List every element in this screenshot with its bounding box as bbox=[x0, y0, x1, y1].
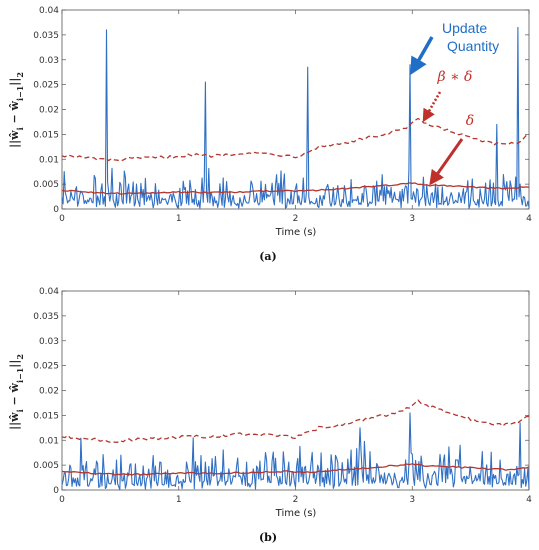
y-axis-ticks-a: 0 0.005 0.01 0.015 0.02 0.025 0.03 0.035 0.04 bbox=[33, 6, 529, 215]
series-delta bbox=[61, 182, 530, 195]
y-tick-label: 0.025 bbox=[33, 81, 59, 91]
y-axis-label-part: 2 bbox=[15, 354, 25, 360]
y-axis-label-part: ŵ bbox=[8, 382, 21, 393]
y-axis-label-part: || bbox=[8, 78, 21, 86]
y-tick-label: 0.01 bbox=[39, 436, 59, 446]
series-update-quantity bbox=[61, 26, 530, 210]
x-axis-ticks-b: 0 1 2 3 4 bbox=[59, 291, 532, 505]
y-axis-label-b: ||ŵi − ŵi−1||2 bbox=[8, 354, 25, 430]
series-beta-delta bbox=[61, 117, 530, 162]
annotation-update-arrow bbox=[410, 36, 434, 76]
series-delta bbox=[61, 463, 530, 476]
y-tick-label: 0.035 bbox=[33, 31, 59, 41]
y-tick-label: 0.035 bbox=[33, 312, 59, 322]
x-tick-label: 0 bbox=[59, 214, 65, 224]
y-axis-label-part: i−1 bbox=[15, 86, 25, 101]
annotation-update-line1: Update bbox=[442, 20, 487, 36]
x-axis-label-b: Time (s) bbox=[275, 508, 317, 519]
y-axis-label-part: ŵ bbox=[8, 130, 21, 141]
y-tick-label: 0 bbox=[53, 486, 59, 496]
y-axis-label-part: || bbox=[8, 422, 21, 430]
series-beta-delta bbox=[61, 399, 530, 443]
y-tick-label: 0.04 bbox=[39, 6, 59, 16]
y-axis-label-part: i bbox=[15, 409, 25, 412]
y-tick-label: 0.03 bbox=[39, 56, 59, 66]
annotation-beta-delta: β ∗ δ bbox=[437, 69, 473, 85]
y-axis-label-part: − bbox=[8, 110, 21, 127]
y-axis-label-part: i bbox=[15, 127, 25, 130]
y-axis-ticks-b: 0 0.005 0.01 0.015 0.02 0.025 0.03 0.035 0.04 bbox=[33, 287, 529, 496]
x-tick-label: 3 bbox=[409, 495, 415, 505]
y-axis-label-part: ŵ bbox=[8, 100, 21, 111]
chart-panel-b: 0 0.005 0.01 0.015 0.02 0.025 0.03 0.035 0.04 0 1… bbox=[8, 287, 532, 544]
y-axis-label-part: − bbox=[8, 392, 21, 409]
y-axis-label-part: i−1 bbox=[15, 368, 25, 383]
data-marks-a bbox=[61, 26, 530, 210]
annotation-update-line2: Quantity bbox=[447, 38, 499, 54]
y-axis-label-part: 2 bbox=[15, 72, 25, 78]
y-tick-label: 0.025 bbox=[33, 362, 59, 372]
panel-label-a: (a) bbox=[259, 250, 277, 263]
annotation-delta: δ bbox=[466, 113, 474, 129]
y-tick-label: 0.005 bbox=[33, 180, 59, 190]
panel-label-b: (b) bbox=[259, 531, 277, 544]
annotation-beta-delta-arrow bbox=[422, 91, 442, 123]
x-tick-label: 4 bbox=[526, 495, 532, 505]
x-tick-label: 2 bbox=[293, 495, 299, 505]
x-tick-label: 3 bbox=[409, 214, 415, 224]
y-tick-label: 0.005 bbox=[33, 461, 59, 471]
y-axis-label-part: ŵ bbox=[8, 412, 21, 423]
chart-panel-a: 0 0.005 0.01 0.015 0.02 0.025 0.03 0.035 0.04 0 1… bbox=[8, 6, 532, 263]
x-tick-label: 1 bbox=[176, 214, 182, 224]
y-axis-label-part: || bbox=[8, 140, 21, 148]
annotation-delta-arrow bbox=[429, 138, 464, 186]
y-tick-label: 0.03 bbox=[39, 337, 59, 347]
x-tick-label: 4 bbox=[526, 214, 532, 224]
x-tick-label: 2 bbox=[293, 214, 299, 224]
y-tick-label: 0 bbox=[53, 205, 59, 215]
y-tick-label: 0.02 bbox=[39, 387, 59, 397]
x-tick-label: 1 bbox=[176, 495, 182, 505]
y-tick-label: 0.015 bbox=[33, 130, 59, 140]
plot-area-a bbox=[61, 9, 530, 210]
y-tick-label: 0.015 bbox=[33, 411, 59, 421]
x-axis-label-a: Time (s) bbox=[275, 227, 317, 238]
y-tick-label: 0.01 bbox=[39, 155, 59, 165]
y-tick-label: 0.02 bbox=[39, 106, 59, 116]
x-axis-ticks-a: 0 1 2 3 4 bbox=[59, 10, 532, 224]
y-axis-label-a: ||ŵi − ŵi−1||2 bbox=[8, 72, 25, 148]
y-axis-label-part: || bbox=[8, 360, 21, 368]
y-tick-label: 0.04 bbox=[39, 287, 59, 297]
x-tick-label: 0 bbox=[59, 495, 65, 505]
